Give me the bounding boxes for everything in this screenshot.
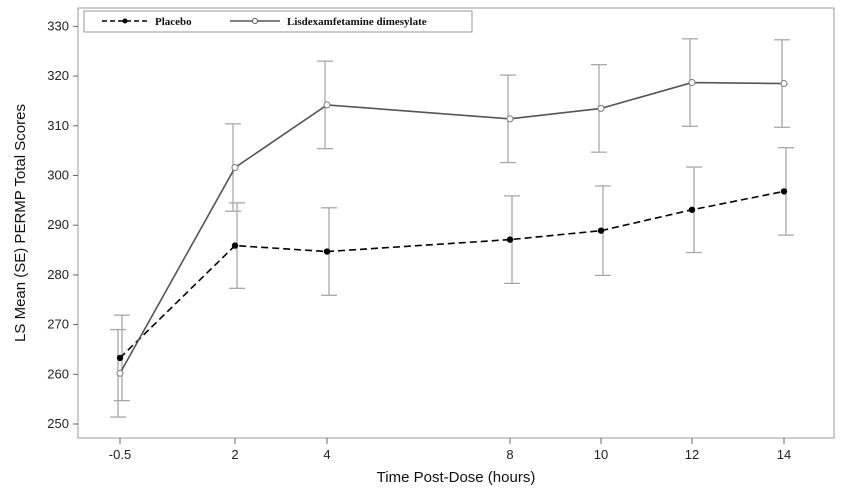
x-tick-label: 12	[685, 447, 699, 462]
data-point	[688, 79, 696, 87]
x-tick-label: 4	[323, 447, 330, 462]
error-bars	[110, 38, 794, 418]
data-point	[506, 236, 514, 243]
data-point	[231, 242, 239, 249]
y-tick-label: 300	[47, 168, 69, 183]
data-point	[780, 80, 788, 88]
data-point	[597, 104, 605, 112]
y-tick-label: 310	[47, 118, 69, 133]
data-point	[688, 206, 696, 213]
plot-frame	[77, 7, 835, 439]
x-tick-label: 8	[506, 447, 513, 462]
data-point	[116, 369, 124, 377]
data-point	[780, 188, 788, 195]
data-point	[231, 164, 239, 172]
data-point	[116, 354, 124, 362]
legend-marker-lisdexamfetamine	[252, 18, 258, 24]
y-axis-title: LS Mean (SE) PERMP Total Scores	[12, 104, 29, 342]
x-tick-label: 14	[777, 447, 791, 462]
x-axis: -0.5 2 4 8 10 12 14	[109, 438, 791, 462]
y-tick-label: 290	[47, 217, 69, 232]
data-point	[597, 227, 605, 234]
legend-marker-placebo	[122, 18, 128, 24]
y-tick-label: 320	[47, 68, 69, 83]
data-points	[116, 79, 788, 377]
data-point	[323, 101, 331, 109]
legend-label-placebo: Placebo	[155, 16, 192, 28]
legend: Placebo Lisdexamfetamine dimesylate	[83, 10, 473, 33]
x-tick-label: -0.5	[109, 447, 131, 462]
y-tick-label: 260	[47, 366, 69, 381]
data-point	[506, 115, 514, 123]
y-axis: 250 260 270 280 290 300 310 320 330	[47, 18, 78, 431]
series-line-placebo	[119, 190, 785, 359]
x-tick-label: 10	[594, 447, 608, 462]
data-point	[323, 248, 331, 255]
y-tick-label: 270	[47, 317, 69, 332]
y-tick-label: 330	[47, 18, 69, 33]
x-tick-label: 2	[231, 447, 238, 462]
y-tick-label: 250	[47, 416, 69, 431]
x-axis-title: Time Post-Dose (hours)	[377, 469, 536, 486]
y-tick-label: 280	[47, 267, 69, 282]
legend-label-lisdexamfetamine: Lisdexamfetamine dimesylate	[287, 16, 427, 28]
